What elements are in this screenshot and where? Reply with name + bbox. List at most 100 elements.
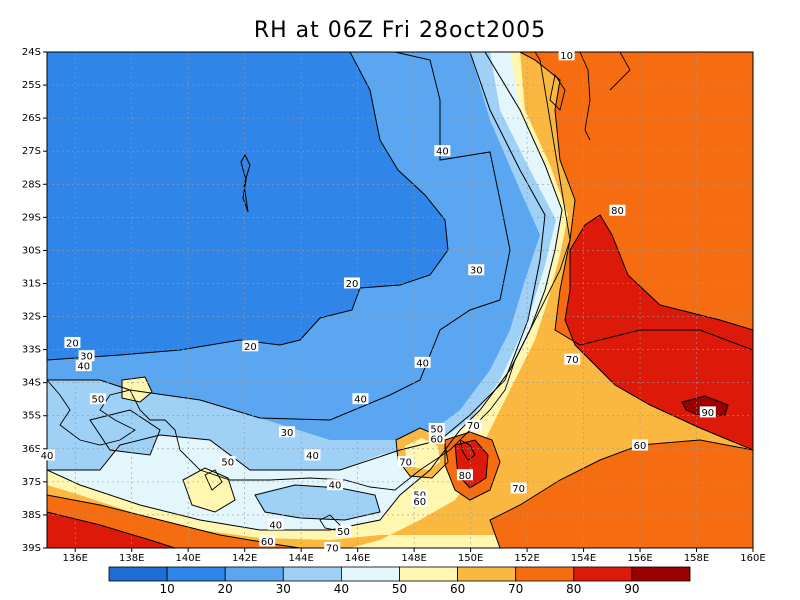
contour-label-bg <box>632 439 649 451</box>
contour-label: 40 <box>354 395 367 406</box>
x-tick-label: 136E <box>63 553 88 564</box>
contour-label: 70 <box>512 484 525 495</box>
x-tick-label: 138E <box>119 553 144 564</box>
contour-label-bg <box>558 49 575 61</box>
y-tick-label: 31S <box>22 278 41 289</box>
y-tick-label: 39S <box>22 543 41 554</box>
contour-label-bg <box>411 495 428 507</box>
contour-label: 90 <box>701 408 714 419</box>
contour-label: 20 <box>346 279 359 290</box>
contour-label: 50 <box>337 527 350 538</box>
contour-label: 30 <box>470 266 483 277</box>
contour-label: 30 <box>80 352 93 363</box>
contour-label-bg <box>242 340 259 352</box>
contour-label: 50 <box>221 458 234 469</box>
y-tick-label: 27S <box>22 146 41 157</box>
y-tick-label: 38S <box>22 510 41 521</box>
y-tick-label: 28S <box>22 179 41 190</box>
contour-label-bg <box>327 479 344 491</box>
contour-label: 30 <box>281 428 294 439</box>
colorbar-label: 10 <box>159 582 174 596</box>
contour-label: 60 <box>430 434 443 445</box>
contour-label: 40 <box>416 358 429 369</box>
rh-pocket-blue-s <box>255 485 380 520</box>
y-tick-label: 37S <box>22 477 41 488</box>
x-axis-ticks: 136E 138E 140E 142E 144E 146E 148E 150E 152E 154E… <box>63 548 766 564</box>
contour-label-bg <box>89 393 106 405</box>
x-tick-label: 156E <box>627 553 652 564</box>
colorbar: 10 20 30 40 50 60 70 80 90 <box>108 566 691 596</box>
colorbar-swatch <box>340 566 400 582</box>
x-tick-label: 148E <box>401 553 426 564</box>
contour-label: 70 <box>326 544 339 555</box>
contour-label: 40 <box>41 451 54 462</box>
contour-label: 40 <box>329 481 342 492</box>
contour-label: 60 <box>261 537 274 548</box>
contour-label: 50 <box>430 424 443 435</box>
colorbar-label: 60 <box>450 582 465 596</box>
y-tick-label: 34S <box>22 378 41 389</box>
colorbar-swatch <box>631 566 691 582</box>
colorbar-label: 50 <box>392 582 407 596</box>
x-tick-label: 142E <box>232 553 257 564</box>
x-tick-label: 144E <box>288 553 313 564</box>
contour-label-bg <box>259 535 276 547</box>
contour-label-bg <box>397 456 414 468</box>
y-tick-label: 29S <box>22 212 41 223</box>
colorbar-swatch <box>399 566 458 582</box>
contour-label: 20 <box>244 342 257 353</box>
contour-label-bg <box>343 277 360 289</box>
rh-pocket-west <box>90 410 160 455</box>
x-tick-label: 152E <box>514 553 539 564</box>
contour-label: 60 <box>413 497 426 508</box>
contour-label-bg <box>468 264 485 276</box>
colorbar-swatch <box>224 566 284 582</box>
contour-label-bg <box>219 456 236 468</box>
colorbar-label: 80 <box>566 582 581 596</box>
x-tick-label: 154E <box>571 553 596 564</box>
contour-label-bg <box>434 145 451 157</box>
contour-label-bg <box>428 432 445 444</box>
contour-label: 70 <box>566 355 579 366</box>
colorbar-label: 90 <box>624 582 639 596</box>
contour-label-bg <box>414 356 431 368</box>
y-tick-label: 36S <box>22 444 41 455</box>
contour-label-bg <box>609 204 626 216</box>
contour-label-bg <box>64 336 81 348</box>
contour-label-bg <box>335 525 352 537</box>
colorbar-label: 20 <box>218 582 233 596</box>
colorbar-swatch <box>457 566 517 582</box>
contour-label: 40 <box>436 147 449 158</box>
contour-label-bg <box>279 426 296 438</box>
contour-label-bg <box>267 518 284 530</box>
y-tick-label: 33S <box>22 345 41 356</box>
rh-pocket-yellow <box>122 377 152 402</box>
contour-label-bg <box>352 393 369 405</box>
x-tick-label: 160E <box>740 553 765 564</box>
rh-band-south-80-90 <box>47 512 175 548</box>
contour-label-bg <box>428 422 445 434</box>
contour-label: 10 <box>560 51 573 62</box>
contour-label: 40 <box>77 362 90 373</box>
x-tick-label: 140E <box>175 553 200 564</box>
contour-label-bg <box>564 353 581 365</box>
contour-label: 20 <box>66 338 79 349</box>
contour-label-bg <box>465 419 482 431</box>
contour-label-bg <box>78 350 95 362</box>
contour-label-bg <box>75 360 92 372</box>
map-title: RH at 06Z Fri 28oct2005 <box>253 18 547 43</box>
rh-pocket-yellow-2 <box>183 468 235 512</box>
rh-band-80-90 <box>565 215 753 450</box>
y-tick-label: 24S <box>22 47 41 58</box>
contour-label: 80 <box>611 206 624 217</box>
contour-label: 70 <box>399 458 412 469</box>
y-tick-label: 25S <box>22 80 41 91</box>
colorbar-swatch <box>573 566 633 582</box>
contour-label: 40 <box>306 451 319 462</box>
contour-label: 50 <box>91 395 104 406</box>
x-tick-label: 146E <box>345 553 370 564</box>
y-axis-ticks: 24S 25S 26S 27S 28S 29S 30S 31S 32S 33S 34S 35S 36S 3… <box>22 47 47 554</box>
contour-label: 60 <box>634 441 647 452</box>
contour-label-bg <box>510 482 527 494</box>
